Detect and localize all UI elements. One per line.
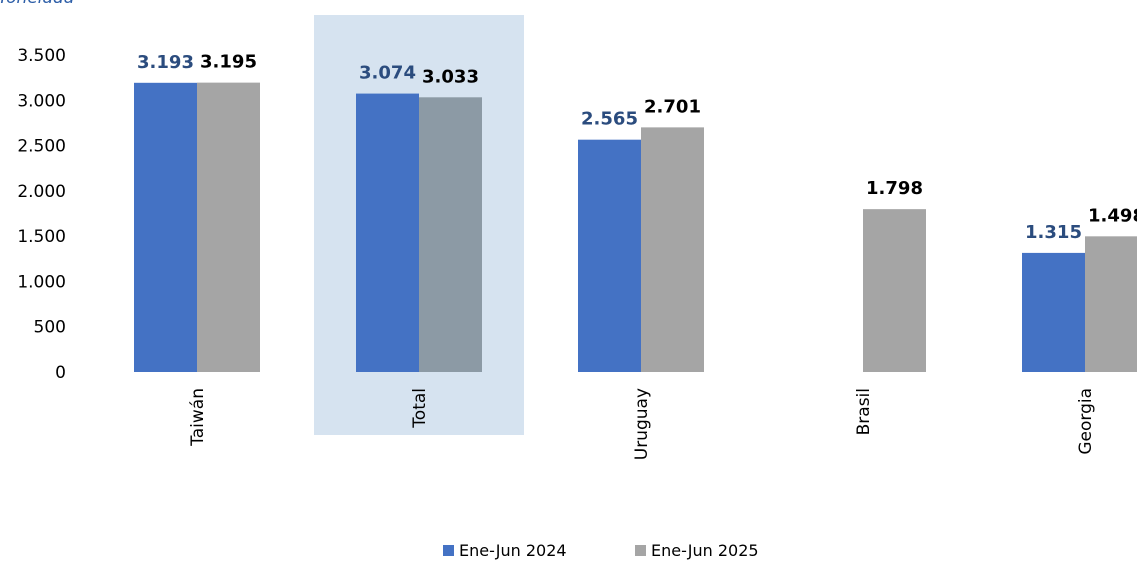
y-tick-label: 1.500 [17, 227, 66, 247]
bar-2025 [419, 97, 482, 372]
bar-2024 [1022, 252, 1085, 372]
y-tick-label: 2.000 [17, 182, 66, 202]
category-label: Taiwán [188, 388, 208, 447]
data-label: 1.315 [1025, 222, 1082, 243]
category-label: Brasil [854, 388, 874, 435]
data-label: 3.033 [422, 66, 479, 87]
bar-2025 [1085, 236, 1137, 372]
data-label: 1.798 [866, 178, 923, 199]
legend-swatch [635, 545, 646, 556]
legend: Ene-Jun 2024 Ene-Jun 2025 [443, 541, 759, 560]
y-tick-label: 3.000 [17, 91, 66, 111]
unit-label: USD / Tonelada [0, 0, 74, 8]
category-label: Uruguay [632, 388, 652, 460]
bar-2024 [578, 139, 641, 372]
bars [134, 82, 1137, 373]
data-label: 2.701 [644, 96, 701, 117]
bar-2025 [197, 82, 260, 373]
y-tick-label: 1.000 [17, 272, 66, 292]
legend-label: Ene-Jun 2025 [651, 541, 759, 560]
legend-label: Ene-Jun 2024 [459, 541, 567, 560]
y-tick-label: 3.500 [17, 46, 66, 66]
x-axis: Taiwán Total Uruguay Brasil Georgia [188, 388, 1096, 460]
y-tick-label: 500 [34, 318, 66, 338]
bar-2024 [134, 82, 197, 373]
data-labels: 3.193 3.074 2.565 1.315 3.195 3.033 2.701 1.798… [137, 52, 1137, 243]
y-tick-label: 0 [55, 363, 66, 383]
category-label: Total [410, 388, 430, 429]
y-axis: 0 500 1.000 1.500 2.000 2.500 3.000 3.500 [17, 46, 66, 383]
data-label: 2.565 [581, 109, 638, 130]
y-tick-label: 2.500 [17, 137, 66, 157]
data-label: 3.195 [200, 52, 257, 73]
data-label: 1.498 [1088, 205, 1137, 226]
legend-swatch [443, 545, 454, 556]
data-label: 3.074 [359, 63, 416, 84]
bar-2025 [641, 127, 704, 372]
bar-2025 [863, 209, 926, 372]
bar-2024 [356, 93, 419, 372]
data-label: 3.193 [137, 52, 194, 73]
category-label: Georgia [1076, 388, 1096, 455]
